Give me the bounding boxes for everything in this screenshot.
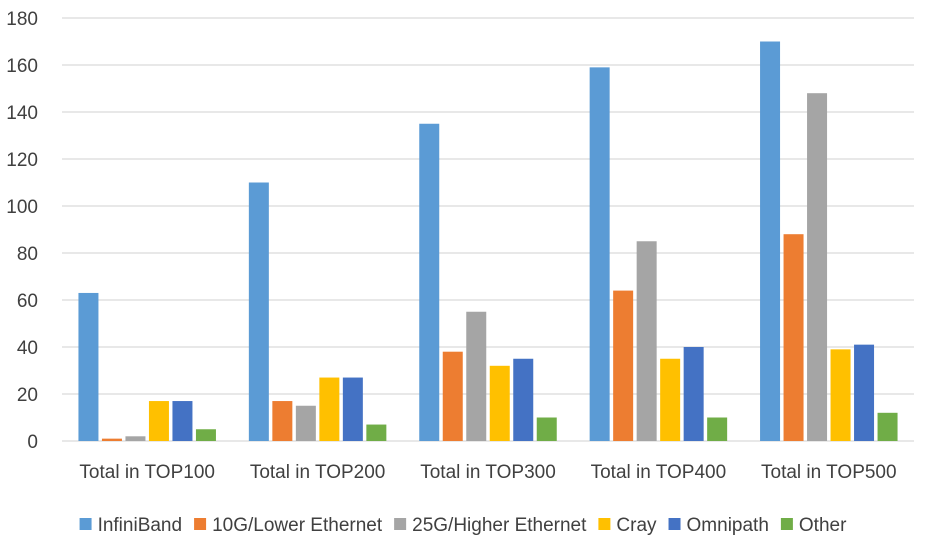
- bar-other-3: [707, 417, 728, 441]
- y-tick-label: 100: [6, 197, 38, 218]
- bar-cray-1: [319, 377, 340, 441]
- bar-omnipath-4: [854, 344, 875, 441]
- gridlines: [62, 17, 914, 442]
- bar-infiniband-2: [419, 123, 440, 441]
- legend-swatch: [598, 518, 611, 530]
- legend-label: Cray: [616, 515, 657, 536]
- bar-other-4: [877, 412, 898, 441]
- bar-infiniband-1: [248, 182, 269, 441]
- bar-omnipath-0: [172, 401, 193, 441]
- y-tick-label: 160: [6, 56, 38, 77]
- bar-25g-higher-ethernet-4: [807, 93, 828, 441]
- bar-25g-higher-ethernet-3: [636, 241, 657, 441]
- legend-label: Other: [799, 515, 847, 536]
- bar-25g-higher-ethernet-2: [466, 311, 487, 441]
- bar-cray-0: [148, 401, 169, 441]
- y-tick-label: 20: [17, 385, 38, 406]
- bar-other-0: [195, 429, 216, 441]
- y-tick-label: 80: [17, 244, 38, 265]
- legend-swatch: [780, 518, 793, 530]
- y-tick-label: 180: [6, 9, 38, 30]
- y-tick-label: 60: [17, 291, 38, 312]
- bar-infiniband-4: [760, 41, 781, 441]
- y-axis-ticks: 0 20 40 60 80 100 120 140 160 180: [6, 9, 38, 453]
- x-axis-labels: Total in TOP100 Total in TOP200 Total in T…: [79, 462, 896, 483]
- bar-omnipath-3: [683, 347, 704, 441]
- legend-label: Omnipath: [687, 515, 769, 536]
- bar-infiniband-3: [589, 67, 610, 441]
- bar-omnipath-1: [342, 377, 363, 441]
- y-tick-label: 40: [17, 338, 38, 359]
- legend-swatch: [79, 518, 92, 530]
- bar-10g-lower-ethernet-0: [101, 438, 122, 441]
- y-tick-label: 120: [6, 150, 38, 171]
- legend-label: 25G/Higher Ethernet: [412, 515, 587, 536]
- legend-label: 10G/Lower Ethernet: [212, 515, 383, 536]
- bar-infiniband-0: [78, 292, 99, 441]
- x-category-label: Total in TOP400: [591, 462, 727, 483]
- x-category-label: Total in TOP300: [420, 462, 556, 483]
- bar-cray-2: [489, 365, 510, 441]
- legend: InfiniBand 10G/Lower Ethernet 25G/Higher E…: [79, 515, 847, 536]
- y-tick-label: 0: [27, 432, 38, 453]
- y-tick-label: 140: [6, 103, 38, 124]
- bar-10g-lower-ethernet-1: [272, 401, 293, 441]
- bar-10g-lower-ethernet-4: [783, 234, 804, 441]
- legend-label: InfiniBand: [98, 515, 183, 536]
- legend-swatch: [668, 518, 681, 530]
- bar-25g-higher-ethernet-1: [295, 405, 316, 441]
- bar-cray-3: [660, 358, 681, 441]
- bar-cray-4: [830, 349, 851, 441]
- bar-25g-higher-ethernet-0: [125, 436, 146, 441]
- legend-swatch: [194, 518, 207, 530]
- bar-other-2: [536, 417, 557, 441]
- bar-10g-lower-ethernet-2: [442, 351, 463, 441]
- bar-10g-lower-ethernet-3: [613, 290, 634, 441]
- bar-other-1: [366, 424, 387, 441]
- legend-swatch: [394, 518, 407, 530]
- x-category-label: Total in TOP100: [79, 462, 215, 483]
- bars: [78, 41, 898, 441]
- x-category-label: Total in TOP500: [761, 462, 897, 483]
- bar-omnipath-2: [513, 358, 534, 441]
- x-category-label: Total in TOP200: [250, 462, 386, 483]
